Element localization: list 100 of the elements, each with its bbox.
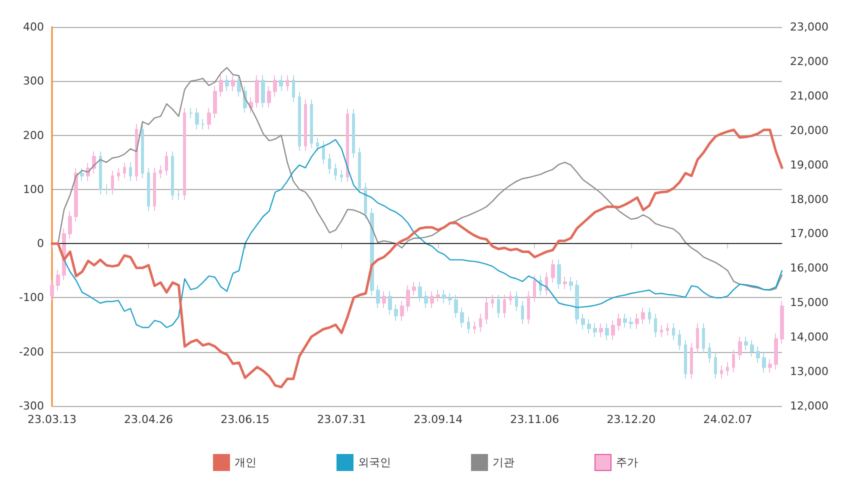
legend-label: 외국인 <box>358 456 391 469</box>
candlestick <box>581 313 585 330</box>
candlestick <box>183 107 186 200</box>
y2-tick-label: 17,000 <box>790 227 828 240</box>
candlestick <box>201 118 205 130</box>
candlestick <box>328 153 331 174</box>
y2-tick-label: 20,000 <box>790 124 828 137</box>
candlestick <box>292 74 295 103</box>
candlestick <box>219 74 223 98</box>
candlestick <box>551 259 555 284</box>
candlestick <box>298 91 301 152</box>
candlestick <box>141 124 144 179</box>
candlestick <box>111 170 114 195</box>
candlestick <box>491 294 494 309</box>
y-tick-label: -200 <box>19 345 44 358</box>
candlestick <box>654 313 657 338</box>
candlestick <box>406 284 410 312</box>
candlestick <box>732 348 735 374</box>
y-tick-label: -100 <box>19 291 44 304</box>
candlestick <box>485 297 488 324</box>
candlestick <box>147 167 150 212</box>
candlestick <box>56 269 60 292</box>
candlestick <box>442 289 446 304</box>
candlestick <box>80 168 84 182</box>
candlestick <box>563 276 567 290</box>
candlestick <box>690 342 693 380</box>
candlestick <box>213 86 217 119</box>
candlestick <box>521 300 524 324</box>
y-tick-label: 300 <box>23 74 44 88</box>
candlestick <box>171 150 174 200</box>
candlestick <box>575 280 579 324</box>
x-tick-label: 23.06.15 <box>220 413 270 426</box>
candlestick <box>660 324 663 338</box>
y-tick-label: 0 <box>37 237 44 250</box>
candlestick <box>153 167 156 212</box>
candlestick <box>334 162 337 181</box>
candlestick <box>195 107 199 130</box>
candlestick <box>539 274 542 296</box>
x-tick-label: 24.02.07 <box>703 413 752 426</box>
y-tick-label: 100 <box>23 182 44 196</box>
y2-tick-label: 15,000 <box>790 296 828 310</box>
candlestick <box>515 290 518 312</box>
candlestick <box>497 294 500 318</box>
candlestick <box>479 313 482 332</box>
candlestick <box>756 346 760 364</box>
candlestick <box>105 184 108 195</box>
x-tick-label: 23.03.13 <box>28 413 76 426</box>
candlestick <box>678 329 681 351</box>
candlestick <box>611 320 615 341</box>
candlestick <box>231 74 235 92</box>
y2-tick-label: 16,000 <box>790 262 828 275</box>
candlestick <box>310 98 313 149</box>
candlestick <box>569 276 573 292</box>
candlestick <box>557 259 561 290</box>
candlestick <box>117 167 120 182</box>
candlestick <box>279 74 283 92</box>
candlestick <box>316 137 319 152</box>
candlestick <box>177 189 180 200</box>
candlestick <box>738 336 742 360</box>
y2-tick-label: 14,000 <box>790 330 828 344</box>
y2-tick-label: 21,000 <box>790 89 828 102</box>
candlestick <box>605 322 609 341</box>
candlestick <box>255 74 259 108</box>
candlestick <box>527 290 530 324</box>
candlestick <box>376 284 380 309</box>
candlestick <box>629 316 633 330</box>
candlestick <box>473 321 476 334</box>
candlestick <box>599 322 603 338</box>
candlestick <box>648 306 651 324</box>
candlestick <box>346 108 349 183</box>
candlestick <box>509 290 512 306</box>
candlestick <box>159 164 162 179</box>
candlestick <box>696 322 699 354</box>
candlestick <box>702 322 705 354</box>
candlestick <box>750 339 754 358</box>
legend-label: 개인 <box>234 456 256 469</box>
legend-label: 기관 <box>492 456 514 469</box>
candlestick <box>165 150 168 176</box>
candlestick <box>394 304 398 322</box>
y2-tick-label: 19,000 <box>790 158 828 172</box>
candlestick <box>412 281 416 296</box>
candlestick <box>123 162 126 179</box>
candlestick <box>768 358 772 374</box>
candlestick <box>273 74 277 98</box>
candlestick <box>684 339 687 380</box>
candlestick <box>720 364 723 380</box>
x-tick-label: 23.07.31 <box>317 413 366 426</box>
candlestick <box>400 300 404 322</box>
candlestick <box>99 150 102 195</box>
y-tick-label: -300 <box>19 400 44 412</box>
candlestick <box>533 274 536 302</box>
candlestick <box>545 272 548 296</box>
candlestick <box>666 322 669 336</box>
candlestick <box>129 162 132 182</box>
candlestick <box>744 336 748 351</box>
candlestick <box>352 108 355 158</box>
candlestick <box>267 86 271 108</box>
candlestick <box>225 74 229 92</box>
candlestick <box>74 168 78 222</box>
candlestick <box>207 107 211 130</box>
